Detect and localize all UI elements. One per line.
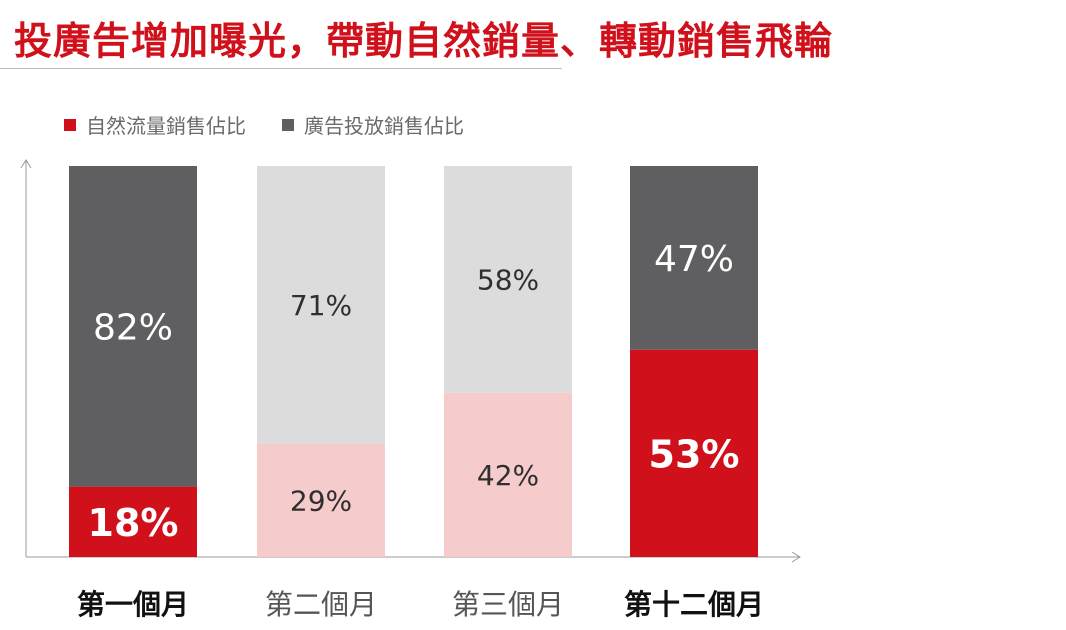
bar-ads-3	[444, 166, 572, 393]
category-label-2: 第二個月	[265, 588, 377, 621]
bar-organic-2	[257, 443, 385, 557]
bar-organic-label-1: 18%	[88, 501, 179, 545]
legend-label-organic: 自然流量銷售佔比	[86, 114, 246, 138]
legend-swatch-organic	[64, 118, 76, 131]
chart-legend: 自然流量銷售佔比 廣告投放銷售佔比	[64, 110, 500, 139]
x-axis-arrow	[791, 551, 801, 563]
bar-organic-3	[444, 392, 572, 557]
bar-organic-label-3: 42%	[477, 459, 539, 492]
bar-ads-2	[257, 166, 385, 444]
bar-organic-4	[630, 349, 758, 557]
category-label-3: 第三個月	[452, 588, 564, 621]
category-label-4: 第十二個月	[624, 588, 764, 621]
title-underline	[0, 68, 562, 69]
bar-ads-label-1: 82%	[93, 307, 173, 348]
bar-organic-label-4: 53%	[649, 432, 740, 476]
bar-ads-label-4: 47%	[654, 239, 734, 280]
bar-ads-label-3: 58%	[477, 263, 539, 296]
legend-item-ads: 廣告投放銷售佔比	[282, 110, 464, 139]
chart-title: 投廣告增加曝光，帶動自然銷量、轉動銷售飛輪	[14, 19, 834, 63]
bar-ads-1	[69, 166, 197, 487]
bar-ads-4	[630, 166, 758, 350]
legend-item-organic: 自然流量銷售佔比	[64, 110, 246, 139]
bar-organic-label-2: 29%	[290, 484, 352, 517]
category-label-1: 第一個月	[77, 588, 189, 621]
legend-label-ads: 廣告投放銷售佔比	[304, 114, 464, 138]
legend-swatch-ads	[282, 118, 294, 131]
y-axis-arrow	[20, 159, 32, 169]
bar-ads-label-2: 71%	[290, 289, 352, 322]
bar-organic-1	[69, 486, 197, 557]
